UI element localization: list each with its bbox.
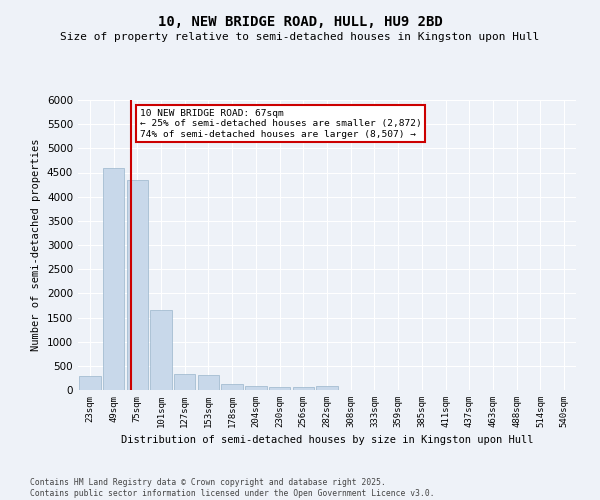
Bar xyxy=(245,386,266,390)
Text: Contains HM Land Registry data © Crown copyright and database right 2025.
Contai: Contains HM Land Registry data © Crown c… xyxy=(30,478,434,498)
Bar xyxy=(316,386,338,390)
Text: Size of property relative to semi-detached houses in Kingston upon Hull: Size of property relative to semi-detach… xyxy=(61,32,539,42)
Text: 10 NEW BRIDGE ROAD: 67sqm
← 25% of semi-detached houses are smaller (2,872)
74% : 10 NEW BRIDGE ROAD: 67sqm ← 25% of semi-… xyxy=(140,108,421,138)
Bar xyxy=(293,388,314,390)
Bar xyxy=(127,180,148,390)
Bar xyxy=(198,375,219,390)
Bar xyxy=(221,384,243,390)
X-axis label: Distribution of semi-detached houses by size in Kingston upon Hull: Distribution of semi-detached houses by … xyxy=(121,436,533,446)
Bar xyxy=(174,374,196,390)
Y-axis label: Number of semi-detached properties: Number of semi-detached properties xyxy=(31,138,41,352)
Bar xyxy=(79,376,101,390)
Text: 10, NEW BRIDGE ROAD, HULL, HU9 2BD: 10, NEW BRIDGE ROAD, HULL, HU9 2BD xyxy=(158,15,442,29)
Bar xyxy=(103,168,124,390)
Bar xyxy=(269,387,290,390)
Bar xyxy=(151,310,172,390)
